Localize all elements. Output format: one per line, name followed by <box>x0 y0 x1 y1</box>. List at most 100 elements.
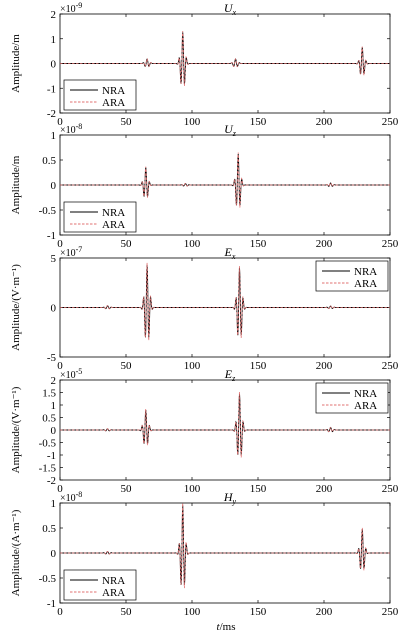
axis-exponent-base: ×10 <box>60 125 76 136</box>
y-tick-label: 1 <box>51 498 57 510</box>
panel-2: 0 50 100 150 200 250 1 0.5 0 -0.5 -1 Uz ×10-8 Amplitu… <box>10 122 399 250</box>
x-tick-label: 250 <box>382 606 399 618</box>
x-tick-label: 200 <box>316 238 333 250</box>
x-tick-label: 50 <box>121 483 133 495</box>
panel-title-subscript: z <box>232 129 237 138</box>
y-tick-label: -2 <box>47 475 56 487</box>
panel-title: Ex <box>224 245 236 261</box>
x-tick-label: 100 <box>184 606 201 618</box>
panel-5: 0 50 100 150 200 250 1 0.5 0 -0.5 -1 Hy ×10-8 Amplitu… <box>10 490 399 618</box>
panel-title: Uz <box>224 122 237 138</box>
x-tick-label: 150 <box>250 606 267 618</box>
legend-label-nra: NRA <box>102 575 125 587</box>
y-tick-label: 2 <box>51 375 57 387</box>
y-tick-label: 1 <box>51 34 57 46</box>
panel-4: 0 50 100 150 200 25021.510.50-0.5-1-1.5-2Ez×1… <box>10 367 399 495</box>
axis-exponent-base: ×10 <box>60 493 76 504</box>
y-axis-label: Amplitude/m <box>10 34 22 93</box>
legend-label-ara: ARA <box>354 400 377 412</box>
axis-exponent: ×10-7 <box>60 245 82 259</box>
axis-exponent: ×10-9 <box>60 1 82 15</box>
axis-exponent-power: -7 <box>76 245 83 254</box>
y-tick-label: 0.5 <box>42 155 56 167</box>
panel-3: 0 50 100 150 200 25050-5Ex×10-7Amplitude/(V·m… <box>10 245 399 372</box>
panel-title-subscript: x <box>231 252 236 261</box>
y-tick-label: -1 <box>47 598 56 610</box>
y-tick-label: -2 <box>47 108 56 120</box>
axis-exponent-power: -9 <box>76 1 83 10</box>
legend-box <box>63 79 137 111</box>
x-tick-label: 250 <box>382 238 399 250</box>
y-tick-label: -5 <box>47 352 57 364</box>
x-axis-label: t/ms <box>217 621 236 633</box>
x-tick-label: 100 <box>184 360 201 372</box>
axis-exponent-base: ×10 <box>60 370 76 381</box>
x-tick-label: 50 <box>121 116 133 128</box>
x-tick-label: 200 <box>316 116 333 128</box>
y-tick-label: -1 <box>47 83 56 95</box>
x-tick-label: 200 <box>316 483 333 495</box>
x-tick-label: 150 <box>250 238 267 250</box>
panel-title-symbol: U <box>224 122 234 136</box>
y-tick-label: 0 <box>51 59 57 71</box>
x-tick-label: 100 <box>184 116 201 128</box>
x-tick-label: 0 <box>57 483 63 495</box>
legend-label-nra: NRA <box>102 85 125 97</box>
panel-title: Ez <box>224 367 236 383</box>
x-tick-label: 0 <box>57 238 63 250</box>
axis-exponent: ×10-8 <box>60 490 82 504</box>
y-tick-label: -0.5 <box>39 438 57 450</box>
axis-exponent-base: ×10 <box>60 4 76 15</box>
panel-title-symbol: E <box>224 367 233 381</box>
series-line-ara <box>60 31 390 87</box>
axis-exponent: ×10-8 <box>60 122 82 136</box>
series-line-ara <box>60 503 390 589</box>
x-tick-label: 50 <box>121 238 133 250</box>
x-tick-label: 150 <box>250 483 267 495</box>
legend-label-nra: NRA <box>354 266 377 278</box>
y-tick-label: -1 <box>47 450 56 462</box>
legend-label-ara: ARA <box>102 219 125 231</box>
panel-title-symbol: H <box>223 490 234 504</box>
y-tick-label: 1 <box>51 400 57 412</box>
y-tick-label: 1 <box>51 130 57 142</box>
y-axis-label: Amplitude/(V·m⁻¹) <box>10 264 22 351</box>
axis-exponent: ×10-5 <box>60 367 82 381</box>
y-tick-label: 0 <box>51 548 57 560</box>
y-tick-label: -0.5 <box>39 573 57 585</box>
axis-exponent-power: -5 <box>76 367 83 376</box>
legend-label-nra: NRA <box>102 207 125 219</box>
legend-box <box>63 201 137 233</box>
legend-label-ara: ARA <box>102 587 125 599</box>
axis-exponent-power: -8 <box>76 122 83 131</box>
x-tick-label: 150 <box>250 116 267 128</box>
y-axis-label: Amplitude/(A·m⁻¹) <box>10 509 22 596</box>
legend-box <box>315 382 389 414</box>
legend-box <box>63 569 137 601</box>
y-axis-label: Amplitude/(V·m⁻¹) <box>10 386 22 473</box>
panel-title: Ux <box>224 1 237 17</box>
y-tick-label: -0.5 <box>39 205 57 217</box>
y-tick-label: -1.5 <box>39 463 57 475</box>
axis-exponent-base: ×10 <box>60 248 76 259</box>
x-tick-label: 100 <box>184 238 201 250</box>
panel-title-symbol: E <box>224 245 233 259</box>
legend-label-ara: ARA <box>102 97 125 109</box>
x-tick-label: 0 <box>57 606 63 618</box>
series-line-nra <box>60 153 390 206</box>
x-tick-label: 100 <box>184 483 201 495</box>
y-tick-label: -1 <box>47 230 56 242</box>
y-tick-label: 0.5 <box>42 413 56 425</box>
x-tick-label: 250 <box>382 360 399 372</box>
series-line-ara <box>60 391 390 458</box>
x-tick-label: 50 <box>121 606 133 618</box>
panel-title-subscript: y <box>232 497 237 506</box>
panel-title: Hy <box>223 490 237 506</box>
y-tick-label: 0 <box>51 180 57 192</box>
x-tick-label: 250 <box>382 116 399 128</box>
